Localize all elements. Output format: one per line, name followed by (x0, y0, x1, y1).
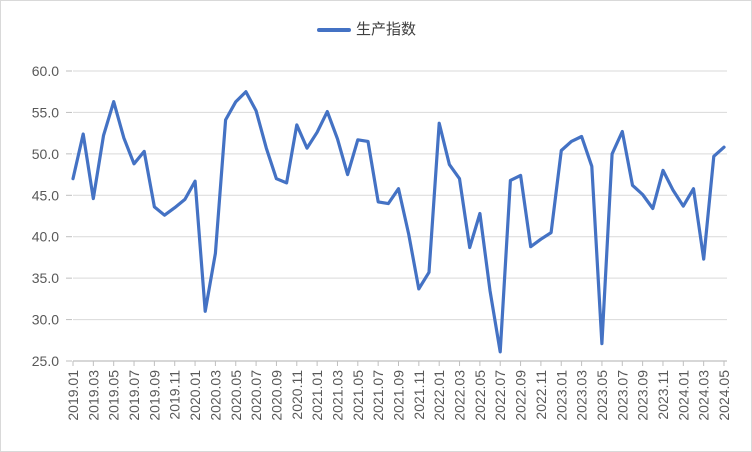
x-tick-label: 2023.07 (614, 370, 630, 421)
x-tick-label: 2019.09 (146, 370, 162, 421)
y-tick-label: 50.0 (32, 146, 59, 162)
x-tick-label: 2019.11 (167, 370, 183, 420)
x-tick-label: 2022.01 (431, 370, 447, 421)
y-tick-label: 40.0 (32, 229, 59, 245)
y-tick-label: 30.0 (32, 312, 59, 328)
x-tick-label: 2022.11 (533, 370, 549, 420)
x-tick-label: 2024.03 (696, 370, 712, 421)
y-tick-label: 55.0 (32, 104, 59, 120)
legend-line-swatch (317, 28, 351, 32)
x-tick-label: 2020.01 (187, 370, 203, 421)
x-tick-label: 2022.05 (472, 370, 488, 421)
y-tick-label: 25.0 (32, 353, 59, 369)
x-tick-label: 2022.03 (452, 370, 468, 421)
x-tick-label: 2022.09 (513, 370, 529, 421)
x-tick-label: 2024.01 (675, 370, 691, 421)
x-tick-label: 2019.05 (106, 370, 122, 421)
x-tick-label: 2022.07 (492, 370, 508, 421)
x-tick-label: 2019.07 (126, 370, 142, 421)
x-tick-label: 2021.11 (411, 370, 427, 420)
x-tick-label: 2023.05 (594, 370, 610, 421)
x-tick-label: 2023.03 (574, 370, 590, 421)
x-tick-label: 2021.07 (370, 370, 386, 421)
x-tick-label: 2021.03 (329, 370, 345, 421)
x-tick-label: 2020.05 (228, 370, 244, 421)
legend: 生产指数 (317, 21, 416, 39)
y-tick-label: 35.0 (32, 270, 59, 286)
x-tick-label: 2023.09 (635, 370, 651, 421)
x-tick-label: 2020.09 (268, 370, 284, 421)
x-tick-label: 2021.09 (391, 370, 407, 421)
x-tick-label: 2023.11 (655, 370, 671, 420)
x-tick-label: 2021.01 (309, 370, 325, 421)
x-tick-label: 2019.03 (85, 370, 101, 421)
y-tick-label: 60.0 (32, 63, 59, 79)
y-tick-label: 45.0 (32, 187, 59, 203)
series-line (71, 90, 726, 354)
x-tick-label: 2020.11 (289, 370, 305, 420)
x-tick-label: 2021.05 (350, 370, 366, 421)
x-tick-label: 2023.01 (553, 370, 569, 421)
x-tick-label: 2019.01 (65, 370, 81, 421)
legend-label: 生产指数 (356, 21, 417, 38)
x-tick-label: 2020.03 (207, 370, 223, 421)
x-tick-label: 2020.07 (248, 370, 264, 421)
x-tick-label: 2024.05 (716, 370, 732, 421)
